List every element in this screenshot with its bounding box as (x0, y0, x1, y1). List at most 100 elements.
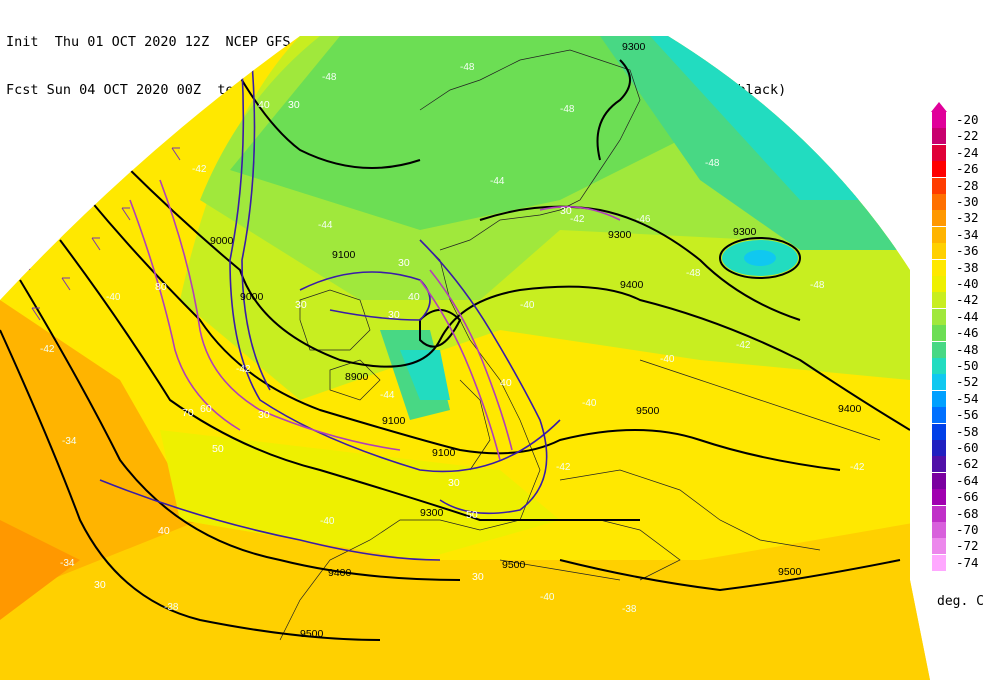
legend-swatch (932, 472, 946, 489)
height-label: 9500 (300, 628, 324, 640)
legend-level-label: -46 (956, 325, 979, 341)
legend-level-label: -24 (956, 144, 979, 160)
wind-contours (99, 39, 621, 561)
height-label: 9300 (608, 229, 632, 241)
temperature-label: -40 (520, 300, 535, 311)
wind-label: 30 (94, 579, 106, 591)
wind-label: 50 (466, 509, 478, 521)
height-label: 9000 (240, 291, 264, 303)
legend-level-label: -38 (956, 259, 979, 275)
height-label: 8900 (345, 371, 369, 383)
legend-swatch (932, 210, 946, 227)
legend-swatch (932, 341, 946, 358)
temperature-label: -46 (636, 214, 651, 225)
legend-swatch (932, 374, 946, 391)
legend-swatch (932, 505, 946, 522)
legend-level-label: -62 (956, 456, 979, 472)
legend-level-label: -26 (956, 161, 979, 177)
wind-label: 30 (288, 99, 300, 111)
height-label: 9300 (420, 507, 444, 519)
temperature-label: -42 (850, 462, 865, 473)
legend-level-label: -22 (956, 128, 979, 144)
height-label: 9100 (432, 447, 456, 459)
temperature-label: -34 (62, 436, 77, 447)
wind-label: 60 (200, 403, 212, 415)
legend-level-label: -42 (956, 292, 979, 308)
temperature-label: -48 (460, 62, 475, 73)
height-label: 9100 (332, 249, 356, 261)
wind-label: 30 (295, 299, 307, 311)
temperature-label: -48 (810, 280, 825, 291)
wind-label: 40 (258, 99, 270, 111)
legend-swatch (932, 308, 946, 325)
legend-swatch (932, 538, 946, 555)
height-label: 9300 (733, 226, 757, 238)
legend-level-label: -32 (956, 210, 979, 226)
wind-labels: 30 40 50 60 70 80 30 30 40 30 30 30 30 4… (94, 99, 572, 591)
wind-label: 30 (258, 409, 270, 421)
temperature-label: -42 (236, 364, 251, 375)
temperature-label: -48 (322, 72, 337, 83)
legend-swatch (932, 325, 946, 342)
temperature-label: -44 (380, 390, 395, 401)
wind-label: 80 (155, 281, 167, 293)
legend-level-label: -52 (956, 374, 979, 390)
temperature-label: -44 (490, 176, 505, 187)
legend-swatch (932, 423, 946, 440)
temperature-label: -44 (318, 220, 333, 231)
legend-units: deg. C (937, 594, 984, 609)
legend-swatch (932, 226, 946, 243)
legend-level-label: -72 (956, 538, 979, 554)
legend-arrow-icon (931, 102, 947, 112)
legend-swatch (932, 489, 946, 506)
legend-level-label: -66 (956, 489, 979, 505)
temperature-legend: -20 -22 -24 -26 -28 -30 -32 -34 -36 -38 -40 -42 -44-… (926, 102, 1000, 572)
temperature-label: -42 (40, 344, 55, 355)
temperature-label: -48 (560, 104, 575, 115)
legend-level-label: -58 (956, 423, 979, 439)
legend-swatch (932, 390, 946, 407)
temperature-label: -40 (540, 592, 555, 603)
height-label: 9400 (620, 279, 644, 291)
wind-label: 30 (388, 309, 400, 321)
legend-swatch (932, 554, 946, 571)
legend-level-label: -36 (956, 243, 979, 259)
legend-level-label: -74 (956, 554, 979, 570)
height-labels: 9300 9300 9300 9400 9400 9400 9500 9500 … (210, 41, 862, 640)
legend-level-label: -68 (956, 505, 979, 521)
temperature-label: -40 (660, 354, 675, 365)
legend-swatch (932, 440, 946, 456)
temperature-label: -40 (106, 292, 121, 303)
wind-label: 40 (408, 291, 420, 303)
temperature-label: -38 (164, 602, 179, 613)
legend-swatch (932, 112, 946, 128)
temperature-label: -34 (60, 558, 75, 569)
legend-level-label: -56 (956, 407, 979, 423)
height-label: 9500 (502, 559, 526, 571)
legend-level-label: -54 (956, 390, 979, 406)
height-label: 9400 (838, 403, 862, 415)
legend-level-label: -50 (956, 358, 979, 373)
temperature-label: -48 (705, 158, 720, 169)
height-label: 9500 (636, 405, 660, 417)
wind-label: 40 (500, 377, 512, 389)
legend-level-label: -64 (956, 472, 979, 488)
legend-swatch (932, 407, 946, 424)
temperature-label: -42 (570, 214, 585, 225)
legend-swatch (932, 292, 946, 309)
temperature-label: -42 (192, 164, 207, 175)
height-label: 9500 (778, 566, 802, 578)
height-label: 9300 (622, 41, 646, 53)
temperature-label: -48 (686, 268, 701, 279)
temperature-label: -42 (736, 340, 751, 351)
wind-label: 50 (212, 443, 224, 455)
wind-label: 30 (448, 477, 460, 489)
legend-level-label: -44 (956, 308, 979, 324)
legend-swatch (932, 243, 946, 260)
legend-swatch (932, 522, 946, 538)
legend-level-label: -34 (956, 226, 979, 242)
legend-swatch (932, 161, 946, 178)
temperature-label: -38 (622, 604, 637, 615)
